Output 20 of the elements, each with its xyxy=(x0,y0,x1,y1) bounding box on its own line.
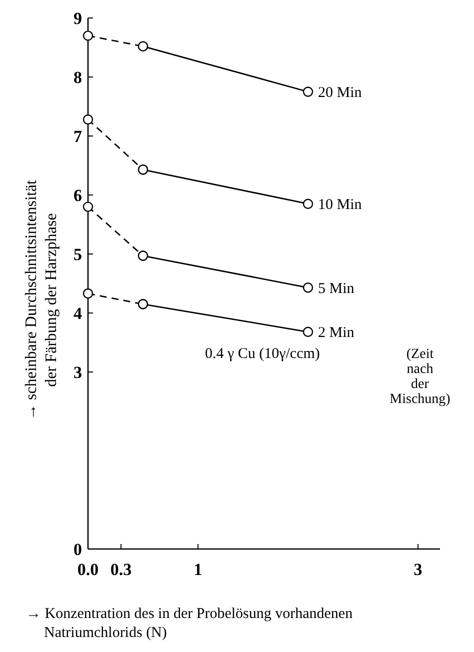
y-tick-label: 7 xyxy=(74,126,82,146)
y-tick-label: 6 xyxy=(74,186,82,205)
series-label: 10 Min xyxy=(318,197,362,214)
x-axis-title: → Konzentration des in der Probelösung vorhandenen Natriumchlorids (N) xyxy=(26,606,354,641)
series-label: 2 Min xyxy=(318,325,355,342)
y-tick-label: 4 xyxy=(74,304,82,323)
y-tick-label: 8 xyxy=(74,68,82,87)
y-tick-label: 3 xyxy=(74,362,82,382)
y-tick-label: 9 xyxy=(74,8,82,28)
x-tick-label: 3 xyxy=(414,560,422,579)
series-label: 5 Min xyxy=(318,280,355,297)
y-tick-label: 5 xyxy=(74,244,82,264)
x-tick-label: 1 xyxy=(194,560,202,579)
series-label: 20 Min xyxy=(318,85,362,101)
y-axis-title: → scheinbare Durchschnittsintensität der Färbung der Harzphase xyxy=(23,179,60,420)
annotation: (Zeit nach der Mischung) xyxy=(390,347,451,407)
x-tick-label: 0.3 xyxy=(110,560,132,579)
annotation: 0.4 γ Cu (10γ/ccm) xyxy=(205,346,320,362)
x-tick-label: 0.0 xyxy=(77,560,99,579)
y-tick-label: 0 xyxy=(74,540,82,559)
